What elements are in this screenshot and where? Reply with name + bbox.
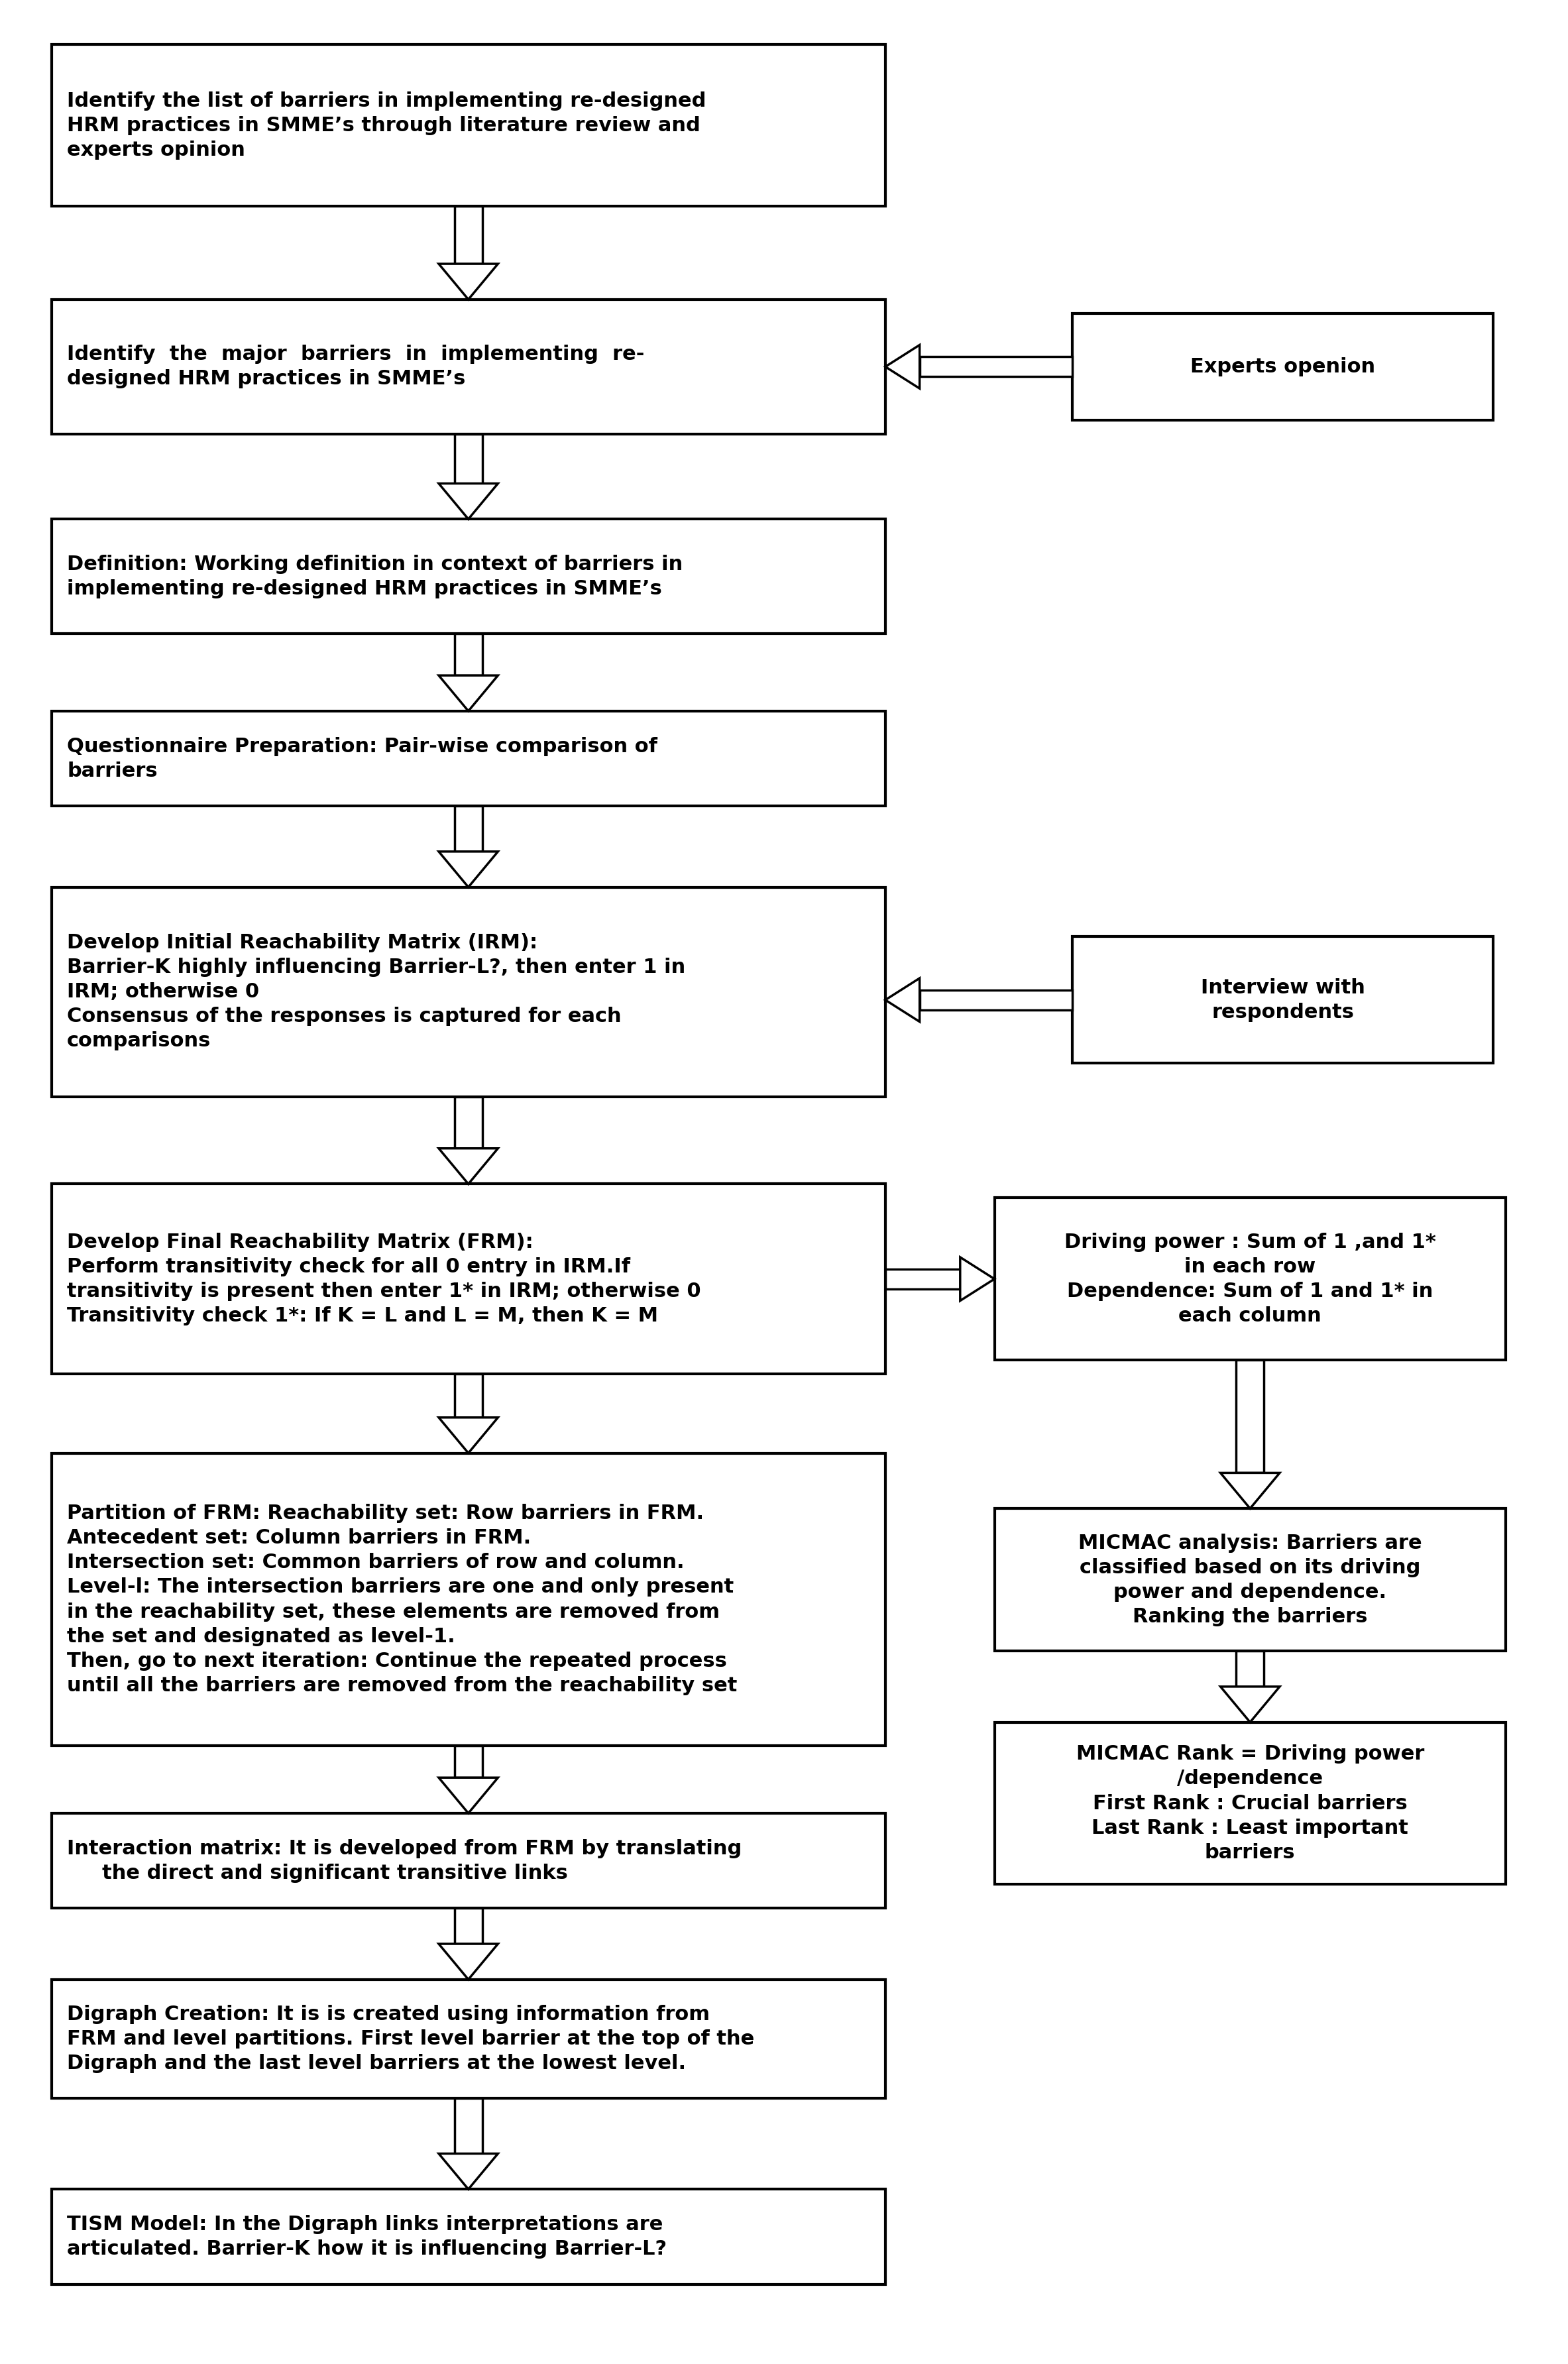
Bar [52, 886, 886, 1097]
Polygon shape [439, 2154, 499, 2189]
Bar [455, 1747, 483, 1778]
Bar [455, 2099, 483, 2154]
Polygon shape [1220, 1686, 1279, 1723]
Bar [455, 1908, 483, 1943]
Text: Develop Final Reachability Matrix (FRM):
Perform transitivity check for all 0 en: Develop Final Reachability Matrix (FRM):… [67, 1232, 701, 1326]
Bar [455, 634, 483, 676]
Text: Identify the list of barriers in implementing re-designed
HRM practices in SMME’: Identify the list of barriers in impleme… [67, 92, 706, 158]
Text: Develop Initial Reachability Matrix (IRM):
Barrier-K highly influencing Barrier-: Develop Initial Reachability Matrix (IRM… [67, 934, 685, 1050]
Polygon shape [439, 1418, 499, 1454]
Polygon shape [1220, 1473, 1279, 1508]
Text: TISM Model: In the Digraph links interpretations are
articulated. Barrier-K how : TISM Model: In the Digraph links interpr… [67, 2215, 666, 2258]
Bar [52, 2189, 886, 2284]
Text: Digraph Creation: It is is created using information from
FRM and level partitio: Digraph Creation: It is is created using… [67, 2005, 754, 2073]
Polygon shape [886, 345, 919, 388]
Bar [994, 1508, 1505, 1650]
Bar [994, 1199, 1505, 1359]
Bar [886, 1269, 960, 1288]
Text: Definition: Working definition in context of barriers in
implementing re-designe: Definition: Working definition in contex… [67, 556, 682, 598]
Bar [52, 1454, 886, 1747]
Bar [52, 1184, 886, 1373]
Bar [52, 520, 886, 634]
Polygon shape [960, 1258, 994, 1300]
Text: Interaction matrix: It is developed from FRM by translating
     the direct and : Interaction matrix: It is developed from… [67, 1839, 742, 1882]
Bar [52, 300, 886, 435]
Text: Interview with
respondents: Interview with respondents [1201, 979, 1366, 1021]
Text: MICMAC analysis: Barriers are
classified based on its driving
power and dependen: MICMAC analysis: Barriers are classified… [1079, 1534, 1422, 1626]
Bar [1236, 1359, 1264, 1473]
Polygon shape [439, 1778, 499, 1813]
Bar [1073, 936, 1493, 1064]
Polygon shape [439, 1149, 499, 1184]
Polygon shape [886, 979, 919, 1021]
Text: Driving power : Sum of 1 ,and 1*
in each row
Dependence: Sum of 1 and 1* in
each: Driving power : Sum of 1 ,and 1* in each… [1065, 1232, 1436, 1326]
Bar [455, 1373, 483, 1418]
Bar [994, 1723, 1505, 1884]
Bar [455, 206, 483, 265]
Bar [919, 357, 1073, 376]
Polygon shape [439, 676, 499, 712]
Bar [52, 1979, 886, 2099]
Bar [52, 1813, 886, 1908]
Bar [52, 712, 886, 806]
Text: Identify  the  major  barriers  in  implementing  re-
designed HRM practices in : Identify the major barriers in implement… [67, 345, 644, 388]
Bar [919, 991, 1073, 1009]
Bar [1236, 1650, 1264, 1686]
Polygon shape [439, 851, 499, 886]
Bar [1073, 314, 1493, 421]
Polygon shape [439, 485, 499, 520]
Text: Partition of FRM: Reachability set: Row barriers in FRM.
Antecedent set: Column : Partition of FRM: Reachability set: Row … [67, 1504, 737, 1695]
Text: MICMAC Rank = Driving power
/dependence
First Rank : Crucial barriers
Last Rank : MICMAC Rank = Driving power /dependence … [1076, 1745, 1424, 1863]
Bar [455, 435, 483, 485]
Polygon shape [439, 1943, 499, 1979]
Text: Experts openion: Experts openion [1190, 357, 1375, 376]
Bar [455, 1097, 483, 1149]
Polygon shape [439, 265, 499, 300]
Bar [455, 806, 483, 851]
Text: Questionnaire Preparation: Pair-wise comparison of
barriers: Questionnaire Preparation: Pair-wise com… [67, 738, 657, 780]
Bar [52, 45, 886, 206]
